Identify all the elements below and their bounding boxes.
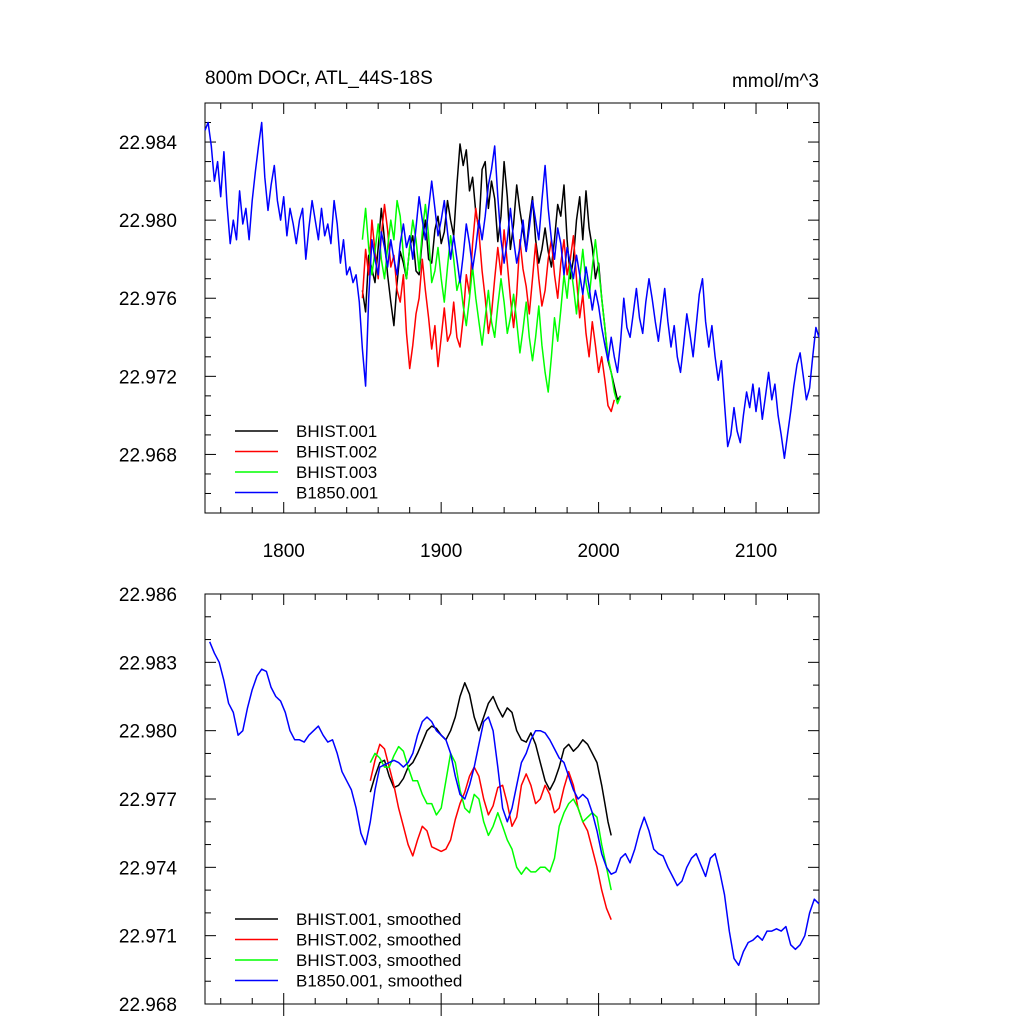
y-tick-label: 22.974 bbox=[119, 858, 178, 879]
y-tick-label: 22.983 bbox=[119, 653, 177, 674]
y-tick-label: 22.977 bbox=[119, 790, 177, 811]
legend-label: BHIST.002, smoothed bbox=[296, 931, 461, 950]
y-tick-label: 22.971 bbox=[119, 927, 177, 948]
legend-label: BHIST.002 bbox=[296, 443, 377, 462]
series-line bbox=[369, 743, 612, 920]
series-line bbox=[361, 199, 622, 405]
y-tick-label: 22.972 bbox=[119, 367, 177, 388]
series-line bbox=[361, 143, 622, 401]
chart-title: 800m DOCr, ATL_44S-18S bbox=[205, 68, 433, 89]
x-tick-label: 1900 bbox=[420, 541, 462, 562]
bottom-series-lines bbox=[209, 641, 820, 967]
series-line bbox=[361, 203, 616, 413]
legend-label: B1850.001, smoothed bbox=[296, 972, 462, 991]
y-tick-label: 22.976 bbox=[119, 289, 177, 310]
y-tick-label: 22.984 bbox=[119, 133, 178, 154]
top-panel: 800m DOCr, ATL_44S-18S mmol/m^3 22.96822… bbox=[119, 68, 820, 562]
y-tick-label: 22.980 bbox=[119, 211, 177, 232]
series-line bbox=[369, 682, 612, 836]
x-tick-label: 2100 bbox=[735, 541, 777, 562]
legend-label: BHIST.001, smoothed bbox=[296, 910, 461, 929]
bottom-legend: BHIST.001, smoothed BHIST.002, smoothedBH… bbox=[235, 910, 462, 991]
legend-label: BHIST.003, smoothed bbox=[296, 951, 461, 970]
series-line bbox=[369, 745, 612, 891]
legend-label: B1850.001 bbox=[296, 484, 378, 503]
y-tick-label: 22.980 bbox=[119, 722, 177, 743]
bottom-panel: 22.968 22.971 22.974 22.977 22.980 22.983 22.9… bbox=[119, 585, 820, 1016]
top-axes: 22.968 22.972 22.976 22.980 22.984 1800 1900 20… bbox=[119, 102, 820, 562]
x-tick-label: 2000 bbox=[577, 541, 619, 562]
y-tick-label: 22.986 bbox=[119, 585, 177, 606]
series-line bbox=[209, 641, 820, 967]
legend-label: BHIST.003 bbox=[296, 463, 377, 482]
y-tick-label: 22.968 bbox=[119, 995, 177, 1016]
legend-label: BHIST.001 bbox=[296, 422, 377, 441]
top-plot-frame bbox=[204, 102, 820, 514]
x-tick-label: 1800 bbox=[263, 541, 305, 562]
bottom-axes: 22.968 22.971 22.974 22.977 22.980 22.983 22.9… bbox=[119, 585, 820, 1016]
series-line bbox=[204, 121, 820, 460]
y-tick-label: 22.968 bbox=[119, 445, 177, 466]
top-series-lines bbox=[204, 121, 820, 460]
units-label: mmol/m^3 bbox=[732, 71, 819, 92]
